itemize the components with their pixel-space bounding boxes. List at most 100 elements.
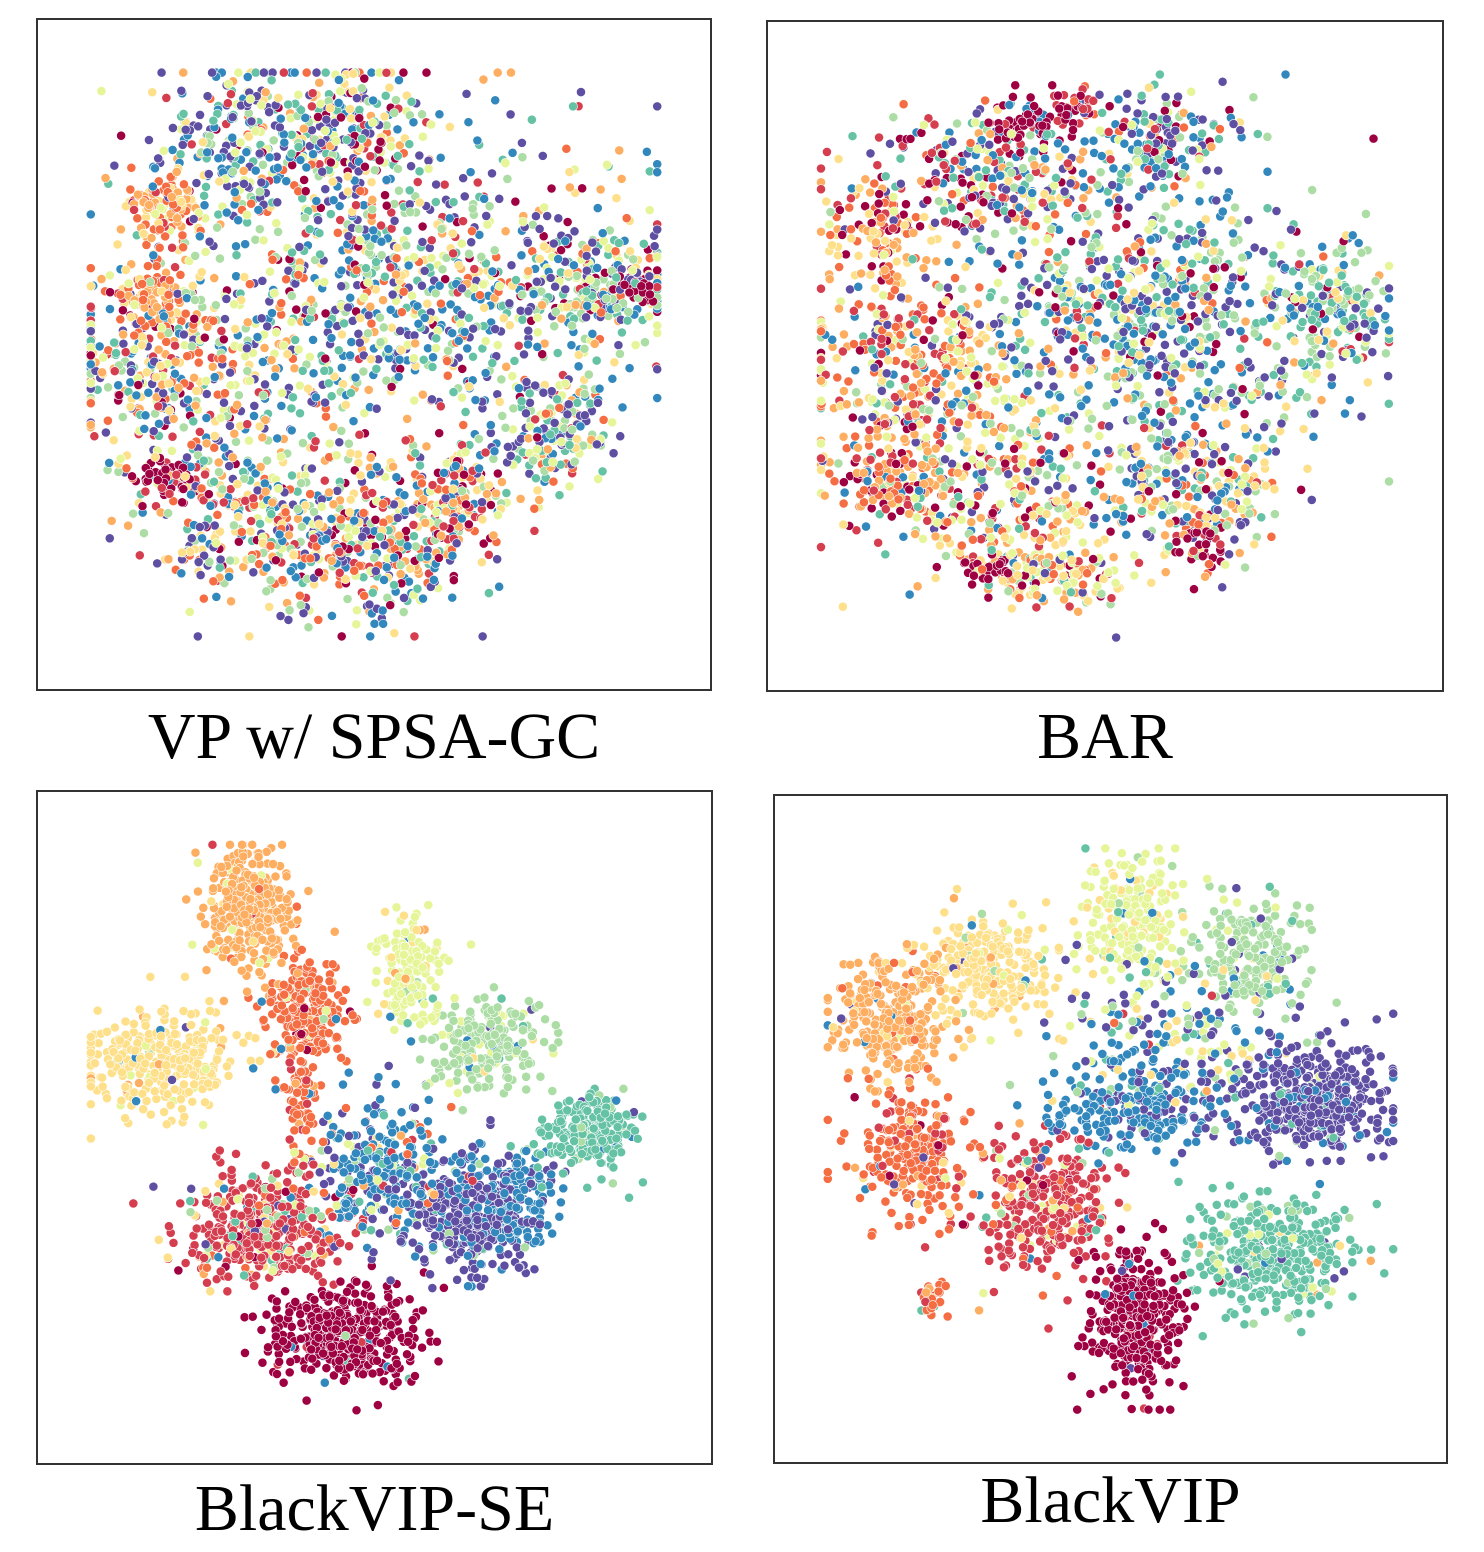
scatter-point [422, 551, 433, 562]
scatter-point [414, 166, 425, 177]
scatter-point [197, 533, 207, 544]
scatter-point [367, 194, 378, 205]
scatter-point [1052, 480, 1063, 491]
scatter-point [1081, 394, 1092, 405]
scatter-point [449, 470, 460, 481]
scatter-point [229, 299, 240, 310]
scatter-point [505, 451, 516, 461]
scatter-point [274, 529, 285, 540]
scatter-point [324, 438, 335, 449]
scatter-point [147, 87, 158, 98]
scatter-point [1293, 281, 1304, 291]
scatter-point [941, 551, 951, 561]
scatter-point [498, 313, 509, 324]
scatter-point [160, 464, 171, 475]
scatter-point [273, 483, 284, 494]
scatter-point [458, 216, 468, 226]
scatter-point [175, 149, 186, 160]
scatter-point [472, 135, 483, 146]
scatter-point [360, 161, 370, 172]
scatter-point [245, 526, 256, 537]
scatter-point [331, 136, 341, 146]
scatter-point [1235, 343, 1246, 354]
scatter-point [299, 175, 309, 185]
scatter-point [242, 457, 253, 468]
scatter-point [911, 212, 921, 223]
scatter-point [293, 89, 304, 100]
scatter-point [564, 167, 575, 177]
scatter-point [334, 546, 345, 557]
scatter-point [506, 67, 516, 78]
scatter-point [1256, 512, 1267, 523]
scatter-point [297, 365, 308, 376]
scatter-point [307, 88, 318, 99]
scatter-point [295, 600, 306, 610]
scatter-point [126, 366, 136, 377]
scatter-point [180, 124, 191, 135]
scatter-point [227, 112, 238, 122]
scatter-point [379, 540, 390, 551]
scatter-point [116, 224, 126, 235]
scatter-point [367, 117, 378, 128]
scatter-point [388, 461, 398, 472]
scatter-point [268, 135, 279, 146]
scatter-point [523, 237, 533, 248]
scatter-point [593, 474, 604, 484]
scatter-point [280, 507, 291, 518]
scatter-point [564, 440, 575, 450]
scatter-point [250, 468, 261, 479]
scatter-point [333, 345, 344, 356]
scatter-point [418, 593, 428, 604]
scatter-point [483, 549, 494, 560]
scatter-point [403, 260, 414, 271]
scatter-point [1195, 180, 1206, 190]
scatter-point [1059, 305, 1070, 316]
scatter-point [104, 533, 115, 544]
scatter-point [612, 303, 623, 313]
scatter-point [396, 307, 407, 318]
scatter-point [438, 521, 449, 532]
scatter-point [324, 487, 334, 498]
scatter-point [190, 251, 201, 261]
scatter-point [257, 357, 268, 367]
scatter-point [201, 389, 212, 399]
scatter-point [233, 215, 244, 226]
scatter-point [177, 547, 187, 558]
scatter-point [1252, 432, 1263, 443]
scatter-point [379, 575, 389, 585]
scatter-point [838, 498, 849, 509]
scatter-point [916, 176, 927, 186]
scatter-point [528, 289, 539, 299]
scatter-point [617, 327, 627, 338]
scatter-point [326, 555, 337, 566]
scatter-point [412, 301, 423, 312]
scatter-point [874, 132, 884, 143]
scatter-point [308, 335, 318, 345]
scatter-point [609, 357, 620, 368]
scatter-point [319, 277, 330, 287]
scatter-point [323, 378, 334, 389]
scatter-point [125, 401, 136, 412]
scatter-point [1268, 250, 1279, 261]
scatter-point [393, 164, 403, 174]
scatter-point [895, 506, 906, 516]
scatter-point [625, 246, 635, 257]
scatter-point [275, 113, 286, 124]
scatter-point [573, 361, 584, 372]
scatter-point [249, 401, 260, 411]
scatter-point [459, 469, 469, 480]
scatter-point [295, 408, 305, 419]
scatter-point [621, 213, 632, 223]
scatter-point [170, 340, 180, 351]
scatter-point [1091, 448, 1102, 458]
scatter-point [412, 177, 423, 187]
scatter-point [1213, 384, 1224, 395]
scatter-point [363, 328, 373, 339]
scatter-point [132, 213, 143, 224]
scatter-point [587, 237, 598, 248]
scatter-point [246, 198, 257, 209]
scatter-point [505, 109, 516, 120]
scatter-point [136, 340, 147, 351]
scatter-point [531, 473, 541, 484]
scatter-point [153, 401, 164, 412]
